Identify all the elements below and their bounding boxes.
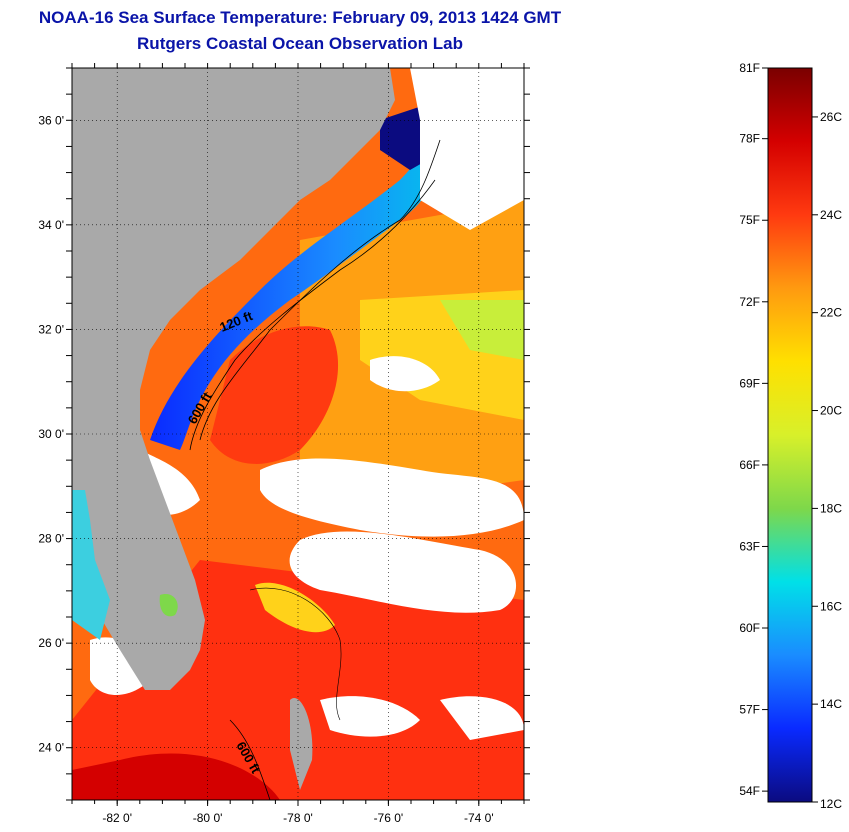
colorbar-f-label: 72F [739, 295, 760, 309]
map-title: NOAA-16 Sea Surface Temperature: Februar… [38, 8, 562, 27]
lon-tick-label: -82 0' [102, 811, 132, 825]
colorbar-f-label: 60F [739, 621, 760, 635]
bank-shallow-water [255, 582, 335, 633]
map-gridlines [72, 68, 524, 800]
colorbar-f-label: 54F [739, 784, 760, 798]
lon-tick-label: -78 0' [283, 811, 313, 825]
gulf-coast-water [72, 490, 110, 640]
bahamas-island [290, 698, 313, 790]
colorbar-c-label: 16C [820, 599, 842, 613]
gulf-stream-core [210, 326, 339, 464]
map-subtitle: Rutgers Coastal Ocean Observation Lab [137, 34, 463, 53]
land-mass [72, 68, 395, 690]
lat-tick-label: 36 0' [38, 113, 64, 127]
colorbar-gradient [767, 67, 813, 803]
lat-tick-label: 26 0' [38, 636, 64, 650]
lon-tick-label: -80 0' [193, 811, 223, 825]
lon-tick-label: -76 0' [374, 811, 404, 825]
lon-tick-label: -74 0' [464, 811, 494, 825]
contour-120ft [199, 139, 441, 441]
colorbar-f-label: 69F [739, 376, 760, 390]
colorbar-f-label: 78F [739, 132, 760, 146]
lake-okeechobee [159, 594, 178, 617]
colorbar-f-label: 63F [739, 539, 760, 553]
colorbar-c-label: 18C [820, 501, 842, 515]
colorbar-c-label: 24C [820, 208, 842, 222]
cold-shelf-water [150, 120, 460, 450]
colorbar-f-label: 75F [739, 213, 760, 227]
lat-tick-label: 30 0' [38, 427, 64, 441]
sst-dark-red [72, 753, 280, 800]
colorbar-c-label: 20C [820, 404, 842, 418]
cloud-cover [90, 68, 524, 740]
lat-tick-label: 32 0' [38, 322, 64, 336]
contour-600ft [189, 179, 436, 451]
lat-tick-label: 28 0' [38, 532, 64, 546]
colorbar-c-label: 22C [820, 306, 842, 320]
sst-green-region [440, 300, 524, 360]
colorbar-c-label: 14C [820, 697, 842, 711]
colorbar-c-label: 12C [820, 797, 842, 811]
contour-600ft-south [229, 719, 271, 800]
colorbar-f-label: 66F [739, 458, 760, 472]
map-tick-labels: -82 0' -80 0' -78 0' -76 0' -74 0' 24 0' 26 0'… [38, 113, 493, 825]
lat-tick-label: 24 0' [38, 741, 64, 755]
colorbar-f-label: 57F [739, 703, 760, 717]
map-ticks [66, 63, 530, 806]
lat-tick-label: 34 0' [38, 218, 64, 232]
colorbar-f-label: 81F [739, 61, 760, 75]
colorbar-c-label: 26C [820, 110, 842, 124]
